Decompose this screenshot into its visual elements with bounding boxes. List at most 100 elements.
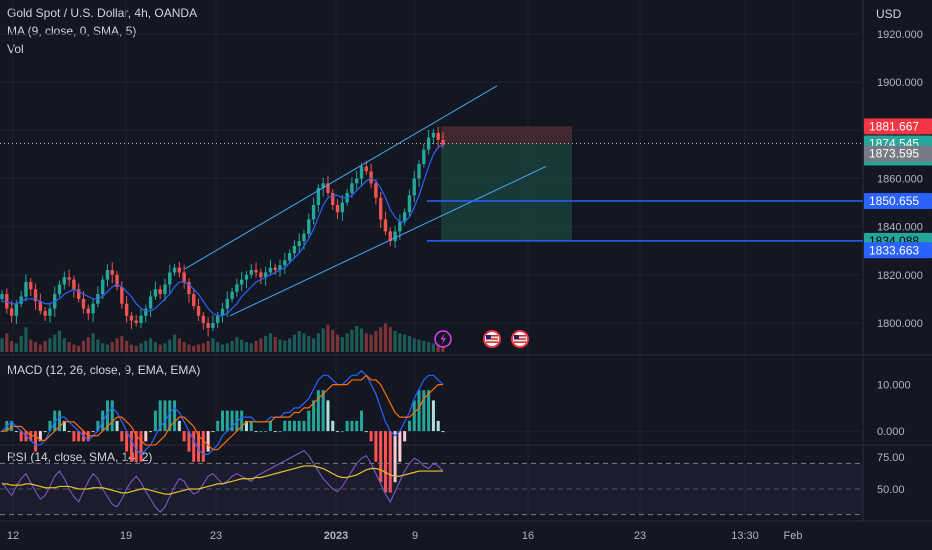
candle-body [81,298,86,309]
volume-bar [441,345,445,352]
volume-bar [168,339,172,352]
volume-bar [412,338,416,352]
volume-bar [14,343,18,352]
volume-bar [125,340,129,352]
time-tick-label: 23 [210,530,222,542]
candle-body [129,315,134,321]
candle-body [115,274,119,287]
volume-bar [86,337,90,352]
candle-body [62,277,67,285]
candle-body [182,272,186,283]
macd-histogram-bar [38,431,42,442]
macd-pane[interactable]: 10.000 0.000 [0,369,911,493]
volume-bar [67,342,71,352]
flash-icon[interactable] [434,330,452,348]
volume-bar [311,338,316,352]
candle-body [350,183,354,193]
candle-body [321,183,325,189]
us-flag-icon[interactable] [483,330,501,348]
channel-lower-line [229,166,547,317]
volume-bar [264,335,268,352]
macd-histogram-bar [340,431,344,433]
volume-bar [139,343,143,352]
volume-bar [393,330,397,352]
time-tick-label: Feb [784,530,803,542]
volume-bar [129,344,134,352]
rsi-pane[interactable]: 75.00 50.00 [0,449,905,516]
candlesticks[interactable] [0,126,445,337]
macd-histogram-bar [307,410,311,432]
candle-body [43,310,47,316]
volume-bar [268,333,273,352]
macd-histogram-bar [230,410,234,432]
candle-body [86,308,90,314]
stop-loss-zone [441,126,572,144]
candle-body [412,178,416,196]
rsi-tick-label: 75.00 [877,452,905,464]
us-flag-icon[interactable] [511,330,529,348]
volume-bar [9,340,14,352]
volume-bar [388,327,392,352]
volume-bar [144,340,148,352]
macd-histogram-bar [297,420,301,432]
rsi-indicator-label[interactable]: RSI (14, close, SMA, 14, 2) [7,450,153,464]
macd-histogram-bar [182,431,186,442]
volume-bar [24,327,28,352]
volume-bar [72,344,76,352]
symbol-title[interactable]: Gold Spot / U.S. Dollar, 4h, OANDA [7,6,198,20]
macd-histogram-bar [278,431,282,433]
macd-histogram-bar [120,431,124,442]
candle-body [168,272,172,285]
macd-histogram-bar [134,431,138,462]
volume-bar [29,339,33,352]
macd-histogram-bar [216,420,220,432]
macd-tick-label: 0.000 [877,426,905,438]
volume-indicator-label[interactable]: Vol [7,42,24,56]
volume-bar [62,338,66,352]
volume-bar [220,344,225,352]
price-axis[interactable]: 1920.0001900.0001880.0001860.0001840.000… [864,29,932,330]
candle-body [278,265,282,271]
macd-line [1,369,444,456]
volume-bar [331,329,335,352]
macd-histogram-bar [436,420,440,432]
rsi-ma-line [2,465,443,495]
candle-body [273,267,277,271]
macd-histogram-bar [316,390,320,432]
volume-bar [5,333,9,352]
volume-bar [345,333,349,352]
volume-bar [436,344,440,352]
macd-indicator-label[interactable]: MACD (12, 26, close, 9, EMA, EMA) [7,363,201,377]
macd-histogram-bar [91,431,95,433]
volume-bar [196,344,201,352]
volume-bar [335,334,340,352]
macd-histogram-bar [264,431,268,433]
candle-body [297,241,301,246]
volume-bars [0,323,445,352]
candle-body [326,183,330,193]
macd-histogram-bar [383,431,387,493]
volume-bar [91,333,95,352]
candle-body [14,303,19,316]
volume-bar [206,340,210,352]
candle-body [441,139,445,145]
macd-histogram-bar [43,431,47,433]
channel-upper-line [184,85,498,270]
volume-bar [374,330,378,352]
candle-body [431,132,436,138]
candle-body [235,284,239,292]
event-icons[interactable] [434,330,529,348]
candle-body [29,282,33,290]
macd-histogram-bar [398,431,402,462]
candle-body [124,303,129,316]
price-label-text: 1850.655 [869,194,919,208]
time-tick-label: 23 [634,530,646,542]
candle-body [393,231,397,242]
time-axis[interactable]: 12 19 23 2023 9 16 23 13:30 Feb [7,530,803,542]
volume-bar [359,328,364,352]
candle-body [172,267,177,273]
candle-body [259,272,263,278]
candle-body [201,315,206,323]
macd-histogram-bar [244,420,248,432]
